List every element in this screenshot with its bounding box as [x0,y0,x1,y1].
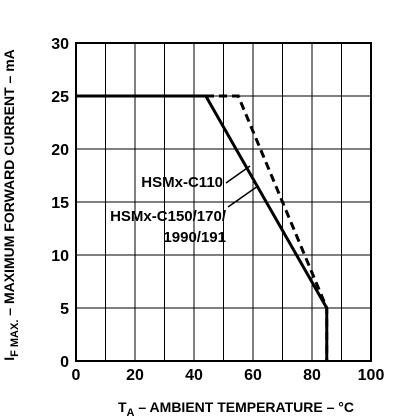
x-tick-label: 80 [303,367,321,384]
series-line-2 [76,94,329,361]
y-tick-label: 20 [51,142,69,159]
x-tick-label: 0 [72,367,81,384]
x-axis-title: TA – AMBIENT TEMPERATURE – °C [118,399,354,419]
x-axis-title-rest: – AMBIENT TEMPERATURE – °C [135,399,355,415]
annotation-leader [227,185,259,208]
y-axis-title-subscript: F MAX. [9,320,21,357]
tick-labels: 0 20 40 60 80 100 0 5 10 15 20 25 30 [51,36,384,384]
y-tick-label: 0 [60,354,69,371]
y-axis-title: IF MAX. – MAXIMUM FORWARD CURRENT – mA [1,49,21,361]
annotations: HSMx-C110 HSMx-C150/170/1990/191 [110,165,259,246]
annotation-label: HSMx-C110 [141,174,223,191]
y-axis-title-rest: – MAXIMUM FORWARD CURRENT – mA [1,49,17,319]
x-tick-label: 40 [185,367,203,384]
annotation-label: 1990/191 [163,229,226,246]
x-tick-label: 100 [358,367,385,384]
y-tick-label: 10 [51,248,69,265]
annotation-leader [225,165,251,184]
y-tick-label: 30 [51,36,69,53]
x-axis-title-main: T [118,399,127,415]
y-tick-label: 25 [51,89,69,106]
y-axis-title-main: I [1,357,17,361]
annotation-label: HSMx-C150/170/ [110,208,227,225]
x-tick-label: 20 [126,367,144,384]
x-axis-title-subscript: A [127,407,135,419]
y-tick-label: 5 [60,301,69,318]
x-tick-label: 60 [244,367,262,384]
y-tick-label: 15 [51,195,69,212]
plot-frame [75,42,372,362]
series-layer [76,94,329,361]
